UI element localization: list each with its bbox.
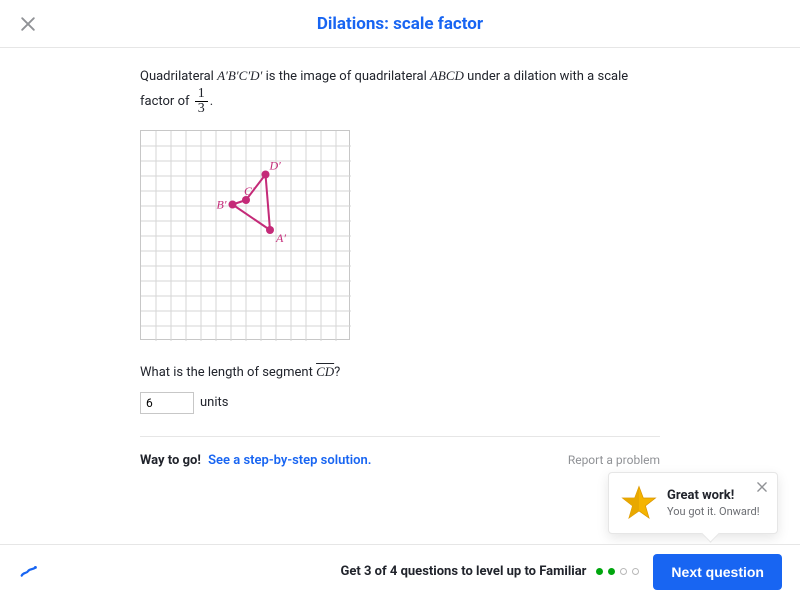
divider — [140, 436, 660, 437]
question-prefix: What is the length of segment — [140, 365, 316, 380]
image-quad: A′B′C′D′ — [217, 68, 262, 83]
question-suffix: ? — [334, 365, 340, 380]
star-icon — [621, 485, 657, 521]
feedback-left: Way to go! See a step-by-step solution. — [140, 453, 371, 468]
progress-dot — [608, 568, 615, 575]
scale-factor-fraction: 13 — [195, 87, 208, 116]
toast-close-button[interactable] — [755, 479, 769, 493]
frac-numerator: 1 — [195, 87, 208, 102]
toast: Great work! You got it. Onward! — [608, 472, 778, 534]
units-label: units — [200, 395, 228, 410]
mastery-icon[interactable] — [18, 561, 40, 583]
toast-text: Great work! You got it. Onward! — [667, 488, 760, 518]
svg-text:D′: D′ — [269, 158, 282, 172]
frac-denominator: 3 — [195, 102, 208, 116]
question: What is the length of segment CD? — [140, 364, 660, 380]
toast-title: Great work! — [667, 488, 760, 503]
page-title: Dilations: scale factor — [317, 14, 483, 34]
feedback-row: Way to go! See a step-by-step solution. … — [140, 453, 660, 488]
problem-period: . — [210, 93, 213, 108]
coordinate-grid: A′ B′ C′ D′ — [140, 130, 350, 340]
footer: Get 3 of 4 questions to level up to Fami… — [0, 544, 800, 598]
progress-dot — [596, 568, 603, 575]
grid-svg: A′ B′ C′ D′ — [141, 131, 351, 341]
solution-link[interactable]: See a step-by-step solution. — [208, 453, 371, 468]
svg-text:B′: B′ — [217, 197, 227, 211]
svg-text:A′: A′ — [275, 231, 286, 245]
report-link[interactable]: Report a problem — [568, 453, 660, 467]
close-icon — [18, 14, 38, 34]
progress-dot — [632, 568, 639, 575]
answer-row: units — [140, 392, 660, 414]
close-button[interactable] — [18, 14, 38, 34]
problem-prefix: Quadrilateral — [140, 69, 217, 84]
segment-name: CD — [316, 364, 334, 379]
toast-subtitle: You got it. Onward! — [667, 505, 760, 518]
waytogo-text: Way to go! — [140, 453, 201, 468]
progress-dots — [596, 568, 639, 575]
orig-quad: ABCD — [430, 68, 464, 83]
svg-text:C′: C′ — [244, 184, 255, 198]
header: Dilations: scale factor — [0, 0, 800, 48]
answer-input[interactable] — [140, 392, 194, 414]
problem-statement: Quadrilateral A′B′C′D′ is the image of q… — [140, 66, 660, 116]
progress-text: Get 3 of 4 questions to level up to Fami… — [340, 564, 586, 579]
problem-mid: is the image of quadrilateral — [262, 69, 430, 84]
progress-dot — [620, 568, 627, 575]
next-question-button[interactable]: Next question — [653, 554, 782, 590]
content: Quadrilateral A′ B′ C′ D′ is the image of q… — [140, 48, 660, 488]
close-icon — [755, 480, 769, 494]
